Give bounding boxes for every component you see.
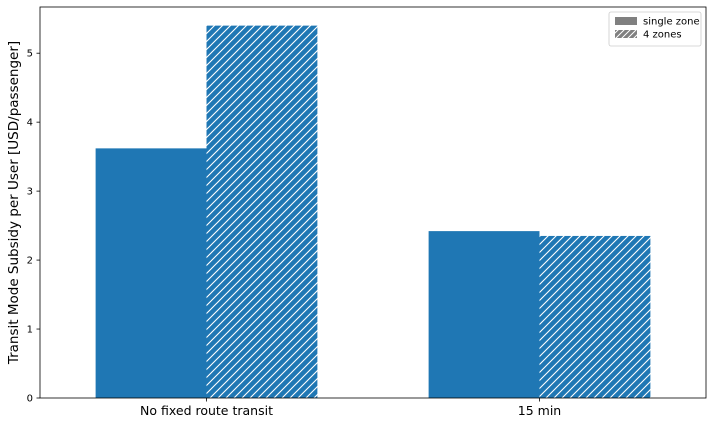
legend: single zone 4 zones: [608, 11, 702, 47]
y-tick-label: 3: [27, 187, 33, 198]
plot-frame: [39, 6, 707, 399]
legend-swatch-four-zones: [615, 30, 637, 38]
bar-single-zone-1: [428, 231, 540, 398]
x-category-label: No fixed route transit: [140, 403, 273, 418]
axes-group: 0 1 2 3 4 5 No fixed route transit 15 min Transi…: [6, 6, 707, 418]
y-tick-label: 1: [27, 325, 33, 336]
bars-group: [95, 25, 651, 398]
y-tick-label: 4: [27, 118, 33, 129]
legend-label-single-zone: single zone: [643, 17, 700, 28]
y-tick-label: 2: [27, 256, 33, 267]
bar-four-zones-0: [206, 25, 318, 398]
y-axis-title: Transit Mode Subsidy per User [USD/passe…: [6, 41, 22, 365]
x-category-label: 15 min: [518, 403, 561, 418]
y-tick-label: 5: [27, 49, 33, 60]
bar-single-zone-0: [95, 148, 207, 398]
legend-label-four-zones: 4 zones: [643, 30, 682, 41]
y-tick-label: 0: [27, 394, 33, 405]
bar-four-zones-1: [539, 235, 651, 398]
legend-swatch-single-zone: [615, 17, 637, 25]
